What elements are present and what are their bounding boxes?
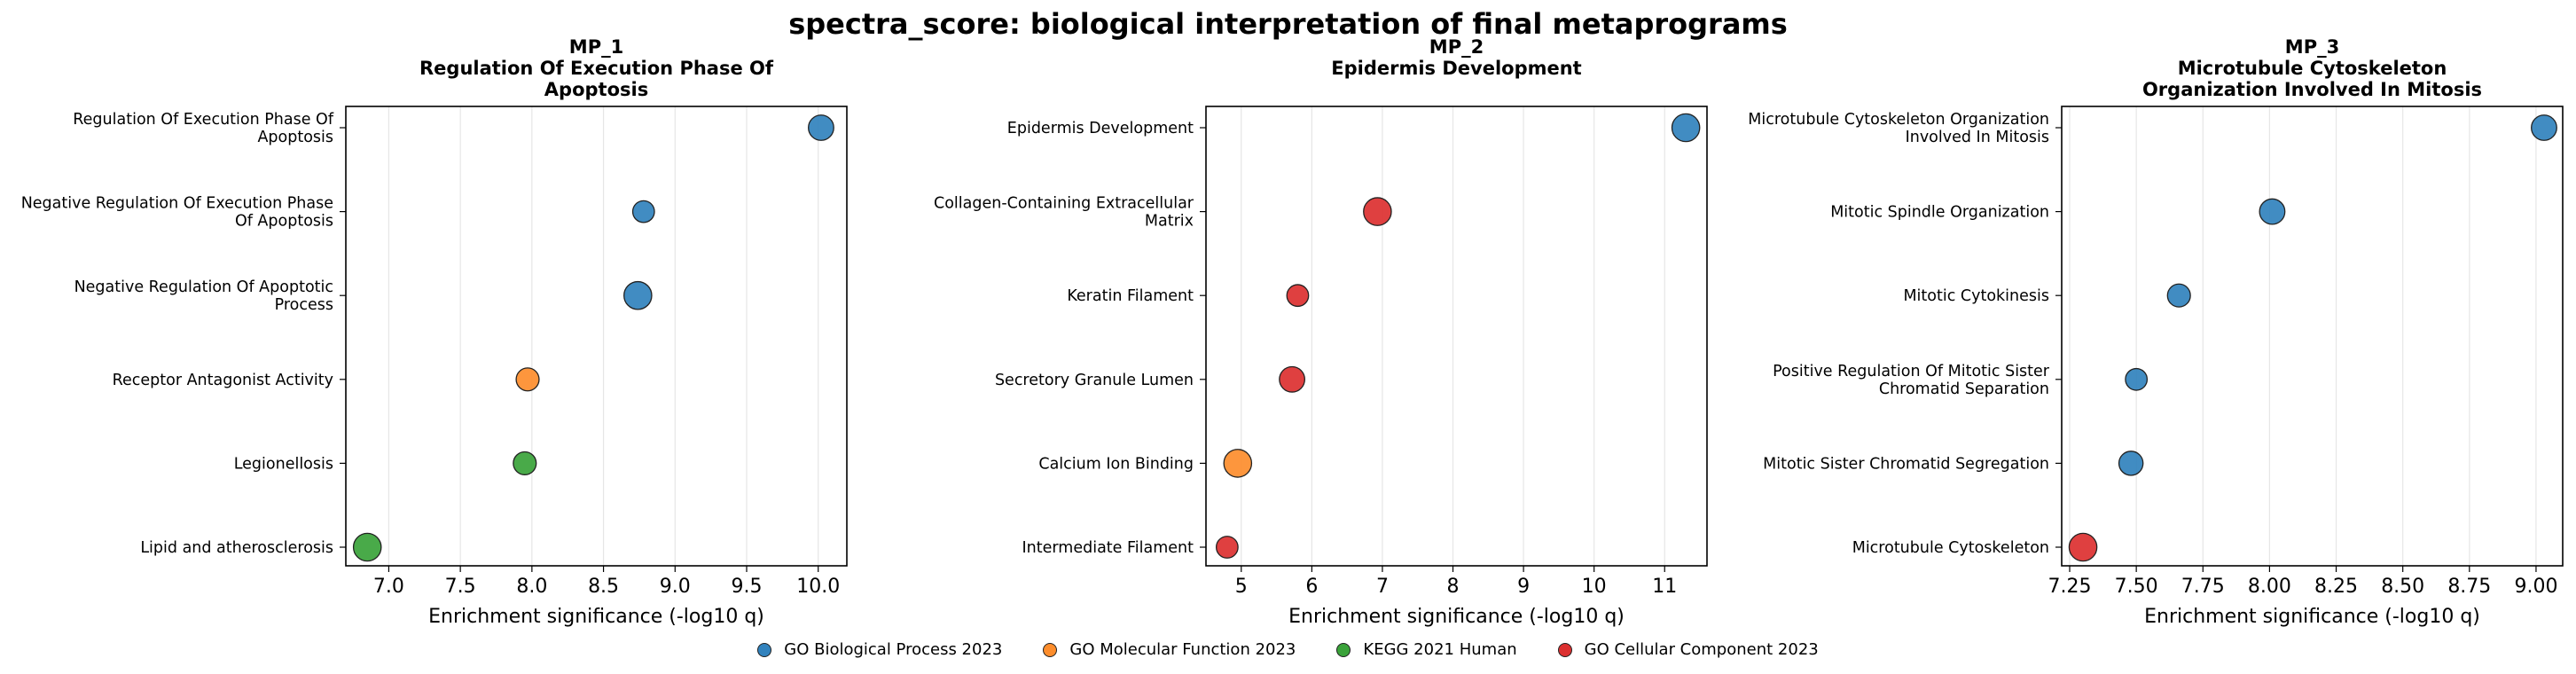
x-tick-label: 7.25 bbox=[2048, 576, 2092, 598]
y-tick-label: Negative Regulation Of Execution Phase Of… bbox=[21, 195, 333, 231]
y-tick-label: Keratin Filament bbox=[1067, 287, 1194, 305]
data-point bbox=[808, 114, 834, 141]
x-tick-label: 9.0 bbox=[660, 576, 691, 598]
x-tick-label: 9.00 bbox=[2514, 576, 2557, 598]
figure-title: spectra_score: biological interpretation… bbox=[788, 7, 1788, 41]
x-tick-label: 7.50 bbox=[2115, 576, 2158, 598]
x-tick-label: 8.5 bbox=[588, 576, 619, 598]
y-tick-label: Regulation Of Execution Phase Of Apoptosi… bbox=[73, 111, 334, 146]
legend-marker-icon bbox=[1557, 642, 1572, 657]
y-tick-label: Microtubule Cytoskeleton Organization Inv… bbox=[1748, 111, 2049, 146]
x-tick-label: 7 bbox=[1376, 576, 1389, 598]
legend-label: GO Biological Process 2023 bbox=[784, 640, 1003, 659]
legend-label: KEGG 2021 Human bbox=[1363, 640, 1517, 659]
data-point bbox=[1286, 284, 1310, 308]
x-tick-label: 7.5 bbox=[445, 576, 476, 598]
x-tick-label: 8 bbox=[1447, 576, 1460, 598]
data-point bbox=[1279, 365, 1306, 393]
panel-title: MP_1 Regulation Of Execution Phase Of Apop… bbox=[419, 36, 774, 100]
data-point bbox=[352, 532, 382, 562]
y-tick-label: Mitotic Cytokinesis bbox=[1903, 287, 2049, 305]
legend-item-go-mf: GO Molecular Function 2023 bbox=[1043, 640, 1296, 659]
legend-item-kegg: KEGG 2021 Human bbox=[1336, 640, 1517, 659]
legend-label: GO Molecular Function 2023 bbox=[1069, 640, 1296, 659]
x-tick-label: 7.75 bbox=[2181, 576, 2225, 598]
y-tick-label: Collagen-Containing Extracellular Matrix bbox=[934, 195, 1194, 231]
y-tick-label: Microtubule Cytoskeleton bbox=[1852, 539, 2049, 557]
x-tick-label: 8.50 bbox=[2381, 576, 2424, 598]
data-point bbox=[1671, 113, 1701, 143]
x-tick-label: 8.25 bbox=[2314, 576, 2358, 598]
data-point bbox=[513, 451, 537, 475]
panel-title: MP_3 Microtubule Cytoskeleton Organization… bbox=[2142, 36, 2482, 100]
data-point bbox=[2531, 114, 2557, 141]
y-tick-label: Epidermis Development bbox=[1007, 120, 1194, 137]
x-tick-label: 9 bbox=[1517, 576, 1530, 598]
x-tick-label: 6 bbox=[1305, 576, 1318, 598]
y-tick-label: Positive Regulation Of Mitotic Sister Chr… bbox=[1773, 363, 2050, 398]
x-axis-label: Enrichment significance (-log10 q) bbox=[1288, 606, 1625, 628]
x-axis-label: Enrichment significance (-log10 q) bbox=[428, 606, 764, 628]
y-tick-label: Legionellosis bbox=[234, 455, 333, 473]
x-tick-label: 8.75 bbox=[2447, 576, 2491, 598]
data-point bbox=[2166, 283, 2191, 308]
legend-label: GO Cellular Component 2023 bbox=[1584, 640, 1819, 659]
x-tick-label: 10.0 bbox=[796, 576, 840, 598]
data-point bbox=[1223, 449, 1253, 478]
plot-frame bbox=[345, 106, 848, 567]
panel-title: MP_2 Epidermis Development bbox=[1331, 36, 1581, 79]
plot-frame bbox=[1205, 106, 1708, 567]
y-tick-label: Negative Regulation Of Apoptotic Process bbox=[74, 278, 333, 314]
y-tick-label: Intermediate Filament bbox=[1022, 539, 1194, 557]
data-point bbox=[2125, 367, 2149, 391]
x-tick-label: 11 bbox=[1652, 576, 1677, 598]
data-point bbox=[631, 200, 655, 223]
y-tick-label: Secretory Granule Lumen bbox=[995, 372, 1194, 389]
plot-frame bbox=[2061, 106, 2564, 567]
legend-item-go-cc: GO Cellular Component 2023 bbox=[1557, 640, 1819, 659]
data-point bbox=[1363, 197, 1392, 226]
y-tick-label: Mitotic Spindle Organization bbox=[1830, 204, 2049, 222]
data-point bbox=[2068, 532, 2098, 562]
x-axis-label: Enrichment significance (-log10 q) bbox=[2144, 606, 2480, 628]
x-tick-label: 10 bbox=[1582, 576, 1607, 598]
y-tick-label: Receptor Antagonist Activity bbox=[113, 372, 333, 389]
y-tick-label: Calcium Ion Binding bbox=[1038, 455, 1194, 473]
x-tick-label: 9.5 bbox=[732, 576, 763, 598]
legend-marker-icon bbox=[757, 642, 772, 657]
data-point bbox=[2259, 198, 2286, 225]
x-tick-label: 7.0 bbox=[373, 576, 404, 598]
y-tick-label: Mitotic Sister Chromatid Segregation bbox=[1763, 455, 2049, 473]
legend-item-go-bp: GO Biological Process 2023 bbox=[757, 640, 1002, 659]
x-tick-label: 8.0 bbox=[516, 576, 547, 598]
data-point bbox=[515, 367, 540, 392]
legend-marker-icon bbox=[1043, 642, 1058, 657]
y-tick-label: Lipid and atherosclerosis bbox=[140, 539, 333, 557]
data-point bbox=[2118, 451, 2144, 476]
legend: GO Biological Process 2023 GO Molecular … bbox=[0, 640, 2576, 659]
x-tick-label: 5 bbox=[1235, 576, 1248, 598]
x-tick-label: 8.00 bbox=[2248, 576, 2291, 598]
charts-canvas: MP_1 Regulation Of Execution Phase Of Apop… bbox=[21, 36, 2564, 628]
legend-marker-icon bbox=[1336, 642, 1351, 657]
data-point bbox=[623, 280, 653, 310]
data-point bbox=[1215, 536, 1239, 559]
